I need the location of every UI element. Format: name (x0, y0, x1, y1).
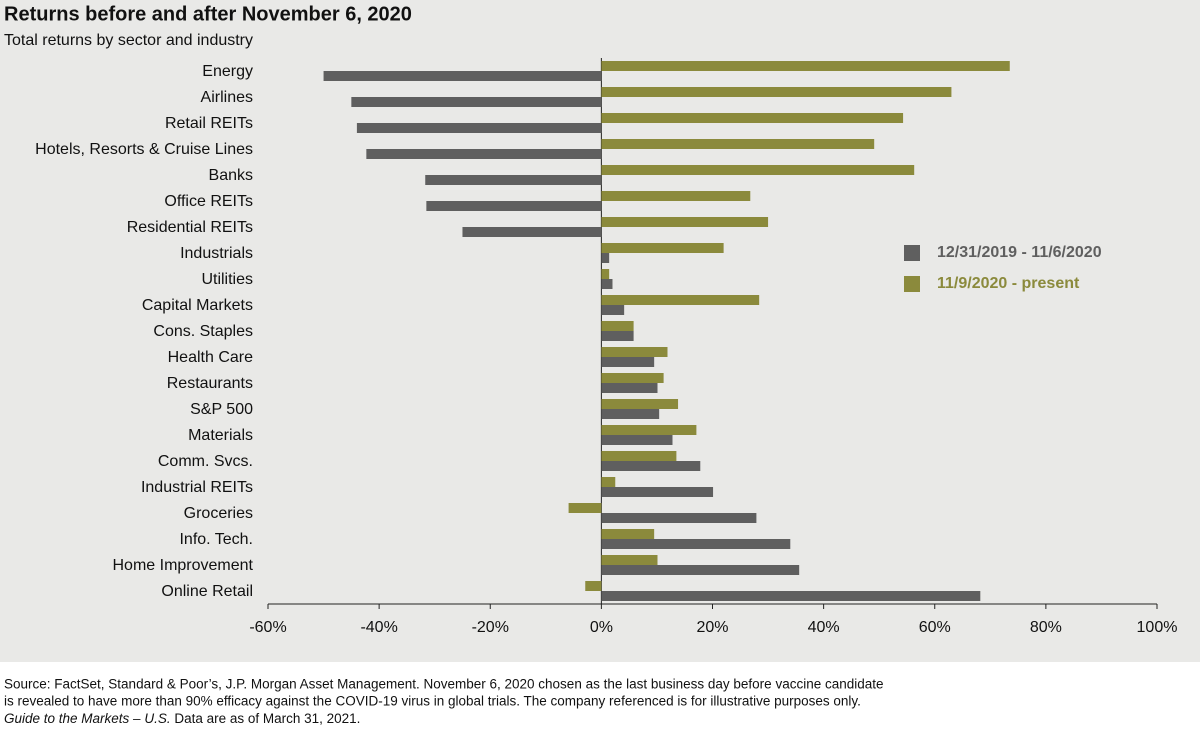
bar (366, 149, 602, 159)
y-tick-label: Hotels, Resorts & Cruise Lines (35, 141, 253, 158)
x-tick-label: 0% (590, 619, 613, 636)
bar (601, 191, 751, 201)
y-tick-label: Energy (202, 63, 253, 80)
bar (601, 399, 679, 409)
y-tick-label: Capital Markets (142, 297, 253, 314)
legend-label: 11/9/2020 - present (937, 275, 1080, 292)
bar (601, 321, 634, 331)
y-tick-label: Retail REITs (165, 115, 253, 132)
bar (601, 591, 981, 601)
y-tick-label: S&P 500 (190, 401, 253, 418)
x-tick-label: -60% (249, 619, 286, 636)
footnote: Guide to the Markets – U.S. Data are as … (4, 711, 360, 726)
chart-title: Returns before and after November 6, 202… (4, 3, 412, 25)
x-tick-label: 20% (696, 619, 728, 636)
y-tick-label: Comm. Svcs. (158, 453, 253, 470)
bar (601, 165, 915, 175)
bar (601, 451, 677, 461)
bar (601, 461, 701, 471)
bar (601, 565, 800, 575)
bar (601, 409, 660, 419)
y-tick-label: Airlines (201, 89, 253, 106)
y-tick-label: Materials (188, 427, 253, 444)
bar (601, 529, 655, 539)
y-tick-label: Online Retail (161, 583, 253, 600)
bar (601, 295, 760, 305)
x-tick-label: -20% (472, 619, 509, 636)
bar (426, 201, 602, 211)
bar (601, 253, 610, 263)
bar (601, 357, 655, 367)
footnote-italic: Guide to the Markets – U.S. (4, 711, 171, 726)
bar (601, 513, 757, 523)
bar (585, 581, 602, 591)
y-tick-label: Home Improvement (113, 557, 254, 574)
bar (601, 555, 658, 565)
bar (601, 435, 673, 445)
bar (323, 71, 602, 81)
footnote-tail: Data are as of March 31, 2021. (171, 711, 361, 726)
x-tick-label: -40% (360, 619, 397, 636)
bar (601, 279, 613, 289)
bar (356, 123, 602, 133)
y-tick-label: Industrials (180, 245, 253, 262)
y-tick-label: Cons. Staples (153, 323, 253, 340)
bar (601, 87, 952, 97)
footnote: is revealed to have more than 90% effica… (4, 694, 861, 709)
bar (601, 539, 791, 549)
bar (601, 425, 697, 435)
y-tick-label: Industrial REITs (141, 479, 253, 496)
bar (601, 217, 769, 227)
x-tick-label: 100% (1137, 619, 1178, 636)
chart-background (0, 0, 1200, 662)
bar (601, 487, 714, 497)
bar (601, 347, 668, 357)
bar (351, 97, 602, 107)
y-tick-label: Banks (209, 167, 253, 184)
bar (601, 113, 904, 123)
x-tick-label: 40% (808, 619, 840, 636)
legend-label: 12/31/2019 - 11/6/2020 (937, 244, 1102, 261)
bar (462, 227, 602, 237)
y-tick-label: Office REITs (164, 193, 253, 210)
legend-swatch (904, 245, 920, 261)
bar (601, 305, 625, 315)
bar (601, 243, 724, 253)
bar (601, 269, 610, 279)
bar (601, 61, 1010, 71)
bar (601, 383, 658, 393)
bar (601, 477, 616, 487)
y-tick-label: Restaurants (167, 375, 253, 392)
x-tick-label: 80% (1030, 619, 1062, 636)
y-tick-label: Info. Tech. (179, 531, 253, 548)
bar (568, 503, 602, 513)
bar (601, 373, 664, 383)
legend-swatch (904, 276, 920, 292)
y-tick-label: Residential REITs (127, 219, 253, 236)
y-tick-label: Health Care (168, 349, 253, 366)
footnote: Source: FactSet, Standard & Poor’s, J.P.… (4, 677, 884, 692)
bar (425, 175, 602, 185)
x-tick-label: 60% (919, 619, 951, 636)
bar (601, 331, 634, 341)
bar (601, 139, 875, 149)
chart-subtitle: Total returns by sector and industry (4, 32, 253, 49)
y-tick-label: Groceries (184, 505, 253, 522)
y-tick-label: Utilities (201, 271, 253, 288)
